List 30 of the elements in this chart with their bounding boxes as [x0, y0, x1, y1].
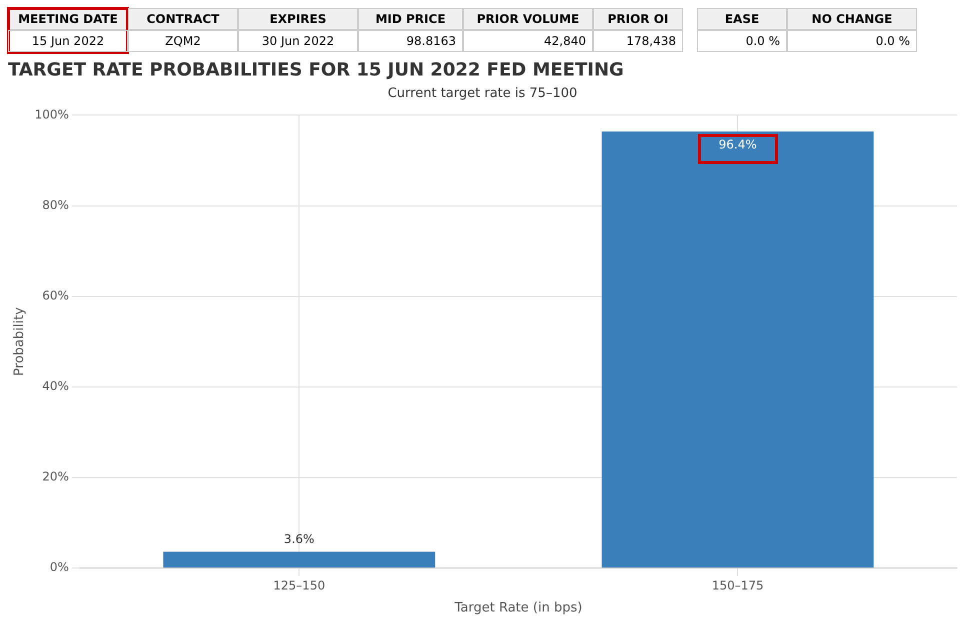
- text: 0.0 %: [697, 30, 787, 52]
- chart-title: TARGET RATE PROBABILITIES FOR 15 JUN 2022 FED MEETING: [8, 59, 624, 80]
- x-axis-title: Target Rate (in bps): [454, 600, 582, 616]
- category-label: MID PRICE: [375, 12, 446, 26]
- y-tick-label: 20%: [42, 470, 69, 484]
- chart-subtitle: Current target rate is 75–100: [388, 86, 578, 101]
- text: 42,840: [463, 30, 593, 52]
- y-axis-title: Probability: [12, 306, 28, 376]
- y-tick-label: 60%: [42, 288, 69, 302]
- y-tick-label: 80%: [42, 198, 69, 212]
- category-label: EASE: [724, 12, 760, 26]
- category-label: PRIOR VOLUME: [476, 12, 580, 26]
- x-tick-label: 125–150: [273, 578, 326, 592]
- category-label: CONTRACT: [146, 12, 220, 26]
- data-label: 96.4%: [718, 138, 757, 152]
- text: 30 Jun 2022: [238, 30, 358, 52]
- y-tick-label: 100%: [34, 107, 69, 122]
- data-label: 3.6%: [284, 532, 314, 546]
- category-label: EXPIRES: [270, 12, 326, 26]
- category-label: MEETING DATE: [18, 12, 118, 26]
- y-tick-label: 0%: [50, 560, 69, 574]
- text: 15 Jun 2022: [8, 30, 128, 52]
- text: ZQM2: [128, 30, 238, 52]
- text: 0.0 %: [787, 30, 917, 52]
- y-tick-label: 40%: [42, 379, 69, 394]
- category-label: PRIOR OI: [608, 12, 668, 26]
- text: 98.8163: [358, 30, 463, 52]
- text: 178,438: [593, 30, 683, 52]
- category-label: NO CHANGE: [812, 12, 892, 26]
- x-tick-label: 150–175: [712, 578, 764, 592]
